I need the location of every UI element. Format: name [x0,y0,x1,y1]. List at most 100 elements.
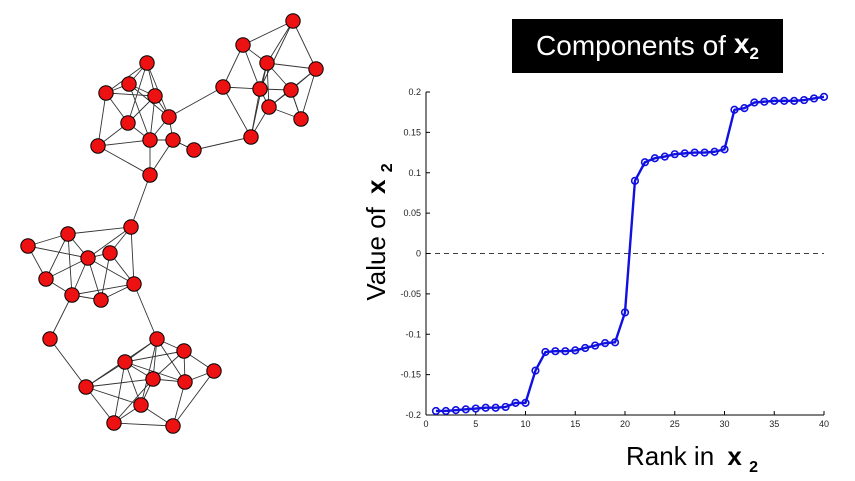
plot-area [425,92,824,416]
data-point [640,158,650,167]
data-point [551,347,560,356]
graph-node [215,79,231,95]
graph-node [139,55,155,71]
y-tick-label: 0.05 [403,208,421,218]
graph-edge [71,283,135,296]
x-tick-label: 35 [769,419,779,429]
graph-node [252,81,268,97]
data-point [601,339,610,348]
graph-edge [97,145,151,176]
data-point [809,94,819,103]
data-point [670,150,679,159]
data-point [461,405,470,414]
network-graph [20,13,324,434]
data-point [760,97,769,106]
graph-edge [45,233,69,280]
chart-title-subscript: 2 [749,44,759,63]
data-point [511,398,520,407]
x-tick-label: 30 [719,419,729,429]
graph-edge [113,378,154,424]
graph-node [64,287,80,303]
graph-edge [250,88,261,138]
data-point [541,347,550,357]
graph-edge [140,338,158,406]
data-point [690,148,699,157]
graph-edge [266,62,317,70]
data-point [610,338,620,347]
graph-node [261,99,277,115]
graph-edge [105,92,156,97]
graph-node [293,111,309,127]
graph-node [145,371,161,387]
graph-node [78,379,94,395]
data-point [780,96,789,105]
y-tick-label: 0.2 [408,87,421,97]
graph-edge [242,44,261,90]
data-point [710,147,719,156]
graph-node [147,88,163,104]
chart-title-text: Components of [536,30,726,61]
data-point [451,406,460,415]
x-tick-label: 20 [620,419,630,429]
data-point [630,176,640,185]
graph-edge [67,233,73,296]
graph-edge [133,283,158,340]
graph-edge [27,245,89,259]
data-point [441,406,450,416]
x-axis-ticks: 0 5 10 15 20 25 30 35 40 [423,411,829,429]
data-point [591,341,600,350]
graph-node [285,13,301,29]
graph-nodes [20,13,324,434]
data-point [561,347,570,356]
graph-edge [259,20,294,90]
data-point [680,149,689,158]
graph-edge [127,62,148,124]
graph-node [259,55,275,71]
graph-edge [222,44,244,88]
graph-edge [87,226,132,259]
graph-node [38,271,54,287]
graph-edge [67,226,132,235]
data-point [531,366,540,375]
graph-edge [45,257,89,280]
graph-edge [113,361,126,424]
x-tick-label: 25 [670,419,680,429]
x-tick-label: 0 [423,419,428,429]
data-point [660,152,669,161]
graph-node [165,418,181,434]
x-axis-title: Rank in x 2 [626,441,758,476]
data-point [620,308,630,317]
graph-node [206,363,222,379]
graph-edge [193,136,252,151]
data-point [790,96,799,105]
graph-node [142,132,158,148]
graph-edge [300,68,317,120]
y-tick-label: 0 [416,249,421,259]
graph-edge [85,361,126,388]
graph-edge [113,422,174,427]
graph-edge [100,252,111,301]
y-tick-label: 0.15 [403,127,421,137]
graph-edge [168,86,224,118]
y-tick-label: -0.05 [400,289,421,299]
series-layer [431,92,829,416]
graph-node [98,85,114,101]
graph-node [80,250,96,266]
data-point [730,105,739,114]
graph-node [149,331,165,347]
graph-node [93,292,109,308]
x-tick-label: 10 [520,419,530,429]
graph-node [106,415,122,431]
graph-edge [49,338,87,388]
graph-edge [242,20,294,46]
data-point [650,154,659,163]
x-tick-label: 40 [819,419,829,429]
graph-edge [97,92,107,147]
data-point [431,406,441,416]
graph-edge [266,20,294,64]
graph-edge [124,350,185,363]
graph-edge [130,226,135,285]
data-point [740,104,749,113]
graph-edge [85,386,142,406]
data-point [471,404,480,413]
